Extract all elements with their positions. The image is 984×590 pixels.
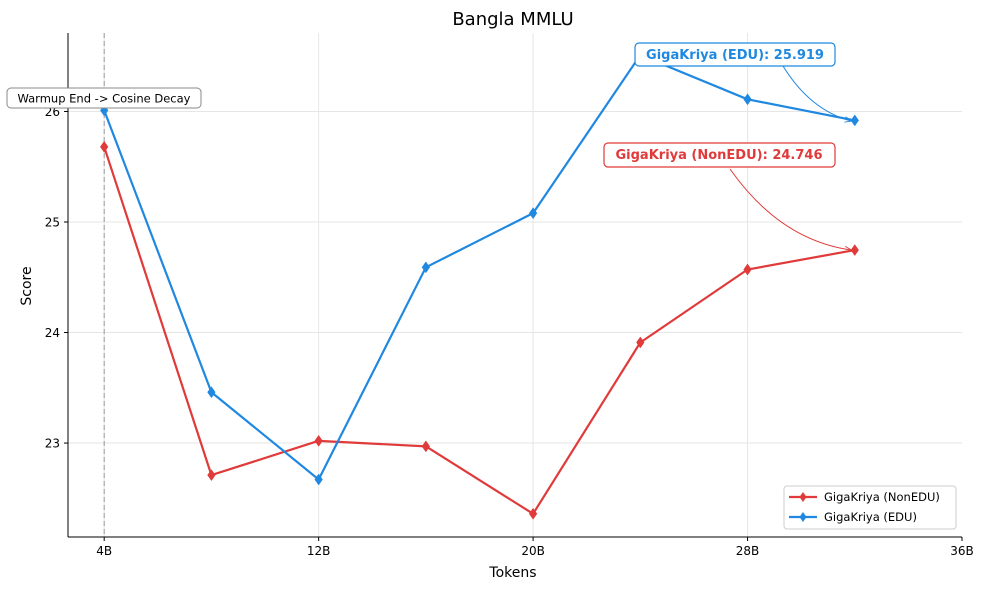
grid-lines: [68, 33, 962, 537]
y-tick-label: 23: [45, 437, 60, 451]
x-axis-ticks: 4B 12B 20B 28B 36B: [96, 537, 974, 558]
legend-swatch-marker: [799, 492, 807, 502]
data-point: [100, 104, 109, 117]
data-point: [850, 244, 859, 257]
annotation-edu-text: GigaKriya (EDU): 25.919: [646, 48, 824, 63]
data-point: [743, 93, 752, 106]
series-nonedu: [100, 140, 859, 520]
annotation-nonedu: GigaKriya (NonEDU): 24.746: [603, 142, 851, 250]
annotation-edu-arrow: [782, 65, 851, 121]
legend-swatch-marker: [799, 512, 807, 522]
y-tick-label: 24: [45, 326, 60, 340]
data-point: [421, 261, 431, 274]
series-line: [103, 54, 855, 481]
series-line: [103, 146, 855, 515]
chart-title: Bangla MMLU: [452, 9, 573, 30]
series-layer: [100, 49, 859, 520]
annotation-nonedu-arrow: [729, 168, 851, 250]
data-point: [743, 263, 752, 276]
warmup-label: Warmup End -> Cosine Decay: [18, 92, 191, 106]
series-edu: [100, 49, 859, 486]
data-point: [314, 473, 323, 486]
data-point: [100, 140, 109, 153]
data-point: [314, 434, 323, 447]
legend-label: GigaKriya (NonEDU): [824, 490, 940, 504]
x-tick-label: 4B: [96, 544, 112, 558]
x-tick-label: 20B: [521, 544, 545, 558]
warmup-label-box: Warmup End -> Cosine Decay: [6, 87, 202, 109]
data-point: [850, 114, 859, 127]
annotation-edu: GigaKriya (EDU): 25.919: [634, 42, 851, 121]
data-point: [528, 207, 538, 220]
legend: GigaKriya (NonEDU) GigaKriya (EDU): [783, 485, 957, 530]
x-tick-label: 12B: [307, 544, 331, 558]
annotation-nonedu-text: GigaKriya (NonEDU): 24.746: [616, 148, 823, 163]
data-point: [528, 507, 538, 520]
data-point: [207, 386, 216, 399]
legend-box: [783, 485, 957, 530]
x-tick-label: 36B: [950, 544, 974, 558]
y-axis-label: Score: [19, 266, 35, 305]
y-tick-label: 25: [45, 216, 60, 230]
x-axis-label: Tokens: [488, 565, 536, 581]
legend-label: GigaKriya (EDU): [824, 510, 917, 524]
data-point: [421, 440, 431, 453]
data-point: [636, 336, 645, 349]
data-point: [207, 469, 216, 482]
x-tick-label: 28B: [736, 544, 760, 558]
